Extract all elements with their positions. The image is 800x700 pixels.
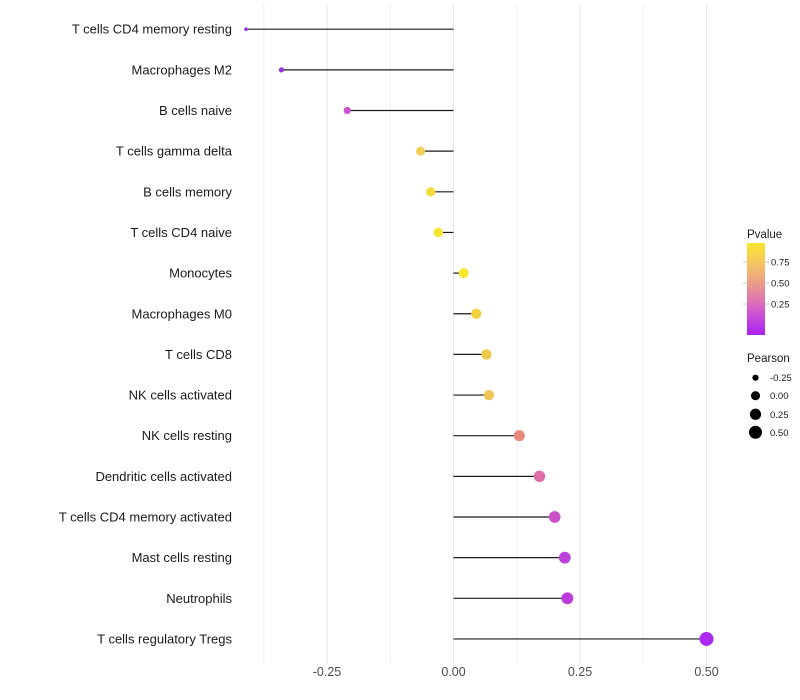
y-axis-category-label: Dendritic cells activated	[95, 469, 232, 484]
pvalue-legend-title: Pvalue	[747, 229, 782, 241]
lollipop-dot	[458, 268, 469, 279]
y-axis-category-label: Monocytes	[169, 266, 232, 281]
lollipop-dot	[244, 27, 248, 32]
y-axis-category-label: Macrophages M0	[132, 306, 232, 321]
y-axis-category-labels: T cells CD4 memory resting Macrophages M2…	[59, 22, 233, 647]
lollipop-dot	[416, 146, 426, 156]
pearson-legend-dot	[750, 391, 761, 401]
pearson-size-legend: Pearson -0.25 0.00 0.25 0.50	[747, 353, 792, 439]
lollipop-dot	[278, 67, 285, 73]
pearson-legend-items: -0.25 0.00 0.25 0.50	[748, 373, 792, 439]
minor-gridlines	[263, 5, 644, 663]
lollipop-dot	[533, 470, 546, 483]
y-axis-category-label: B cells memory	[143, 184, 232, 199]
pearson-legend-dot	[752, 374, 759, 381]
lollipop-dot	[343, 106, 351, 115]
y-axis-category-label: T cells CD4 naive	[130, 225, 232, 240]
lollipop-dot	[561, 592, 574, 605]
y-axis-category-label: T cells regulatory Tregs	[97, 631, 232, 646]
lollipop-dot	[699, 631, 714, 646]
lollipop-dot	[483, 389, 495, 401]
y-axis-category-label: B cells naive	[159, 103, 232, 118]
pearson-legend-label: -0.25	[770, 373, 792, 384]
lollipop-dot	[513, 430, 525, 442]
x-axis-tick-label: 0.50	[694, 665, 718, 679]
pvalue-colorbar	[747, 243, 765, 335]
pvalue-legend-tick-label: 0.25	[771, 300, 790, 311]
major-gridlines	[326, 5, 707, 663]
pvalue-colorbar-ticks: 0.75 0.50 0.25	[743, 258, 790, 311]
lollipop-dot	[548, 511, 561, 523]
y-axis-category-label: NK cells resting	[142, 428, 232, 443]
pearson-legend-label: 0.00	[770, 391, 789, 402]
pvalue-legend-tick-label: 0.75	[771, 258, 790, 269]
lollipop-dots	[244, 27, 714, 646]
lollipop-dot	[471, 308, 482, 319]
y-axis-category-label: Mast cells resting	[132, 550, 232, 565]
lollipop-stems	[246, 28, 707, 640]
x-axis-tick-labels: -0.25 0.00 0.25 0.50	[313, 665, 719, 679]
y-axis-category-label: T cells CD8	[165, 347, 232, 362]
lollipop-dot	[558, 551, 571, 564]
x-axis-tick-label: 0.00	[441, 665, 465, 679]
lollipop-dot	[433, 227, 444, 238]
pearson-legend-label: 0.50	[770, 428, 789, 439]
pearson-legend-dot	[749, 408, 762, 420]
pvalue-color-legend: Pvalue 0.75 0.50 0.25	[743, 229, 790, 335]
pearson-legend-title: Pearson	[747, 353, 790, 365]
y-axis-category-label: Macrophages M2	[132, 62, 232, 77]
y-axis-category-label: T cells CD4 memory resting	[72, 22, 232, 37]
lollipop-dot	[481, 349, 492, 360]
y-axis-category-label: T cells gamma delta	[116, 144, 233, 159]
x-axis-tick-label: 0.25	[568, 665, 592, 679]
pvalue-legend-tick-label: 0.50	[771, 279, 790, 290]
y-axis-category-label: Neutrophils	[166, 591, 232, 606]
pearson-legend-label: 0.25	[770, 410, 789, 421]
y-axis-category-label: NK cells activated	[129, 388, 232, 403]
x-axis-tick-label: -0.25	[313, 665, 342, 679]
y-axis-category-label: T cells CD4 memory activated	[59, 510, 232, 525]
lollipop-dot	[426, 187, 436, 197]
pearson-legend-dot	[748, 425, 763, 439]
